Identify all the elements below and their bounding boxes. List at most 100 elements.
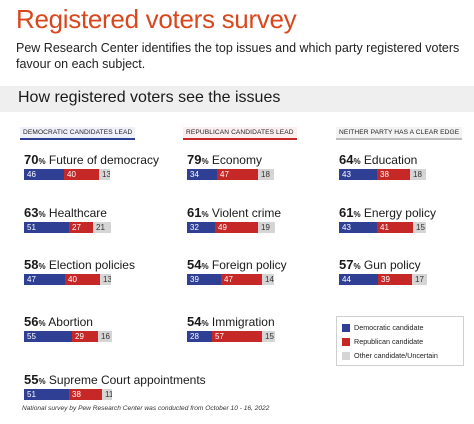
percent-sign: % [201, 319, 209, 328]
importance-value: 56 [24, 314, 39, 329]
bar-segment-republican: 40 [64, 169, 99, 180]
issue-item: 61% Violent crime 32 49 19 [187, 205, 281, 233]
bar-segment-other: 16 [98, 331, 112, 342]
legend-swatch-other [342, 351, 350, 360]
legend-swatch-democratic [342, 323, 350, 332]
percent-sign: % [201, 210, 209, 219]
bar-segment-other: 15 [413, 222, 426, 233]
percent-sign: % [353, 262, 361, 271]
bar-segment-other: 13 [100, 274, 111, 285]
issue-heading: 57% Gun policy [339, 257, 421, 273]
percent-sign: % [38, 377, 46, 386]
bar-segment-democratic: 32 [187, 222, 215, 233]
issue-item: 55% Supreme Court appointments 51 38 11 [24, 372, 206, 400]
issue-label: Energy policy [360, 206, 436, 220]
legend-swatch-republican [342, 337, 350, 346]
bar-segment-other: 13 [99, 169, 110, 180]
issue-heading: 61% Energy policy [339, 205, 436, 221]
group-label-neither: NEITHER PARTY HAS A CLEAR EDGE [336, 127, 463, 140]
issue-heading: 54% Foreign policy [187, 257, 287, 273]
issue-label: Immigration [208, 315, 275, 329]
issue-item: 79% Economy 34 47 18 [187, 152, 274, 180]
stacked-bar: 47 40 13 [24, 274, 135, 285]
issue-item: 58% Election policies 47 40 13 [24, 257, 135, 285]
stacked-bar: 55 29 16 [24, 331, 112, 342]
bar-segment-republican: 38 [377, 169, 410, 180]
bar-segment-democratic: 47 [24, 274, 65, 285]
bar-segment-other: 21 [93, 222, 111, 233]
issue-item: 63% Healthcare 51 27 21 [24, 205, 111, 233]
issue-label: Election policies [45, 258, 135, 272]
legend-item-other: Other candidate/Uncertain [342, 351, 438, 361]
bar-segment-republican: 29 [72, 331, 98, 342]
bar-segment-democratic: 43 [339, 169, 377, 180]
importance-value: 61 [339, 205, 354, 220]
legend-label-democratic: Democratic candidate [354, 323, 424, 332]
issue-heading: 63% Healthcare [24, 205, 107, 221]
percent-sign: % [38, 157, 46, 166]
bar-segment-democratic: 28 [187, 331, 212, 342]
bar-segment-democratic: 46 [24, 169, 64, 180]
issue-label: Supreme Court appointments [45, 373, 206, 387]
bar-segment-republican: 40 [65, 274, 100, 285]
bar-segment-republican: 38 [69, 389, 102, 400]
issue-heading: 70% Future of democracy [24, 152, 159, 168]
bar-segment-republican: 57 [212, 331, 262, 342]
bar-segment-other: 11 [102, 389, 112, 400]
stacked-bar: 32 49 19 [187, 222, 281, 233]
bar-segment-republican: 27 [69, 222, 93, 233]
percent-sign: % [38, 262, 46, 271]
issue-item: 57% Gun policy 44 39 17 [339, 257, 427, 285]
importance-value: 54 [187, 257, 202, 272]
legend-item-democratic: Democratic candidate [342, 323, 424, 333]
bar-segment-other: 17 [412, 274, 427, 285]
issue-label: Foreign policy [208, 258, 287, 272]
importance-value: 58 [24, 257, 39, 272]
page-title: Registered voters survey [16, 4, 297, 34]
bar-segment-republican: 41 [377, 222, 413, 233]
issue-label: Education [360, 153, 418, 167]
bar-segment-democratic: 55 [24, 331, 72, 342]
issue-item: 61% Energy policy 43 41 15 [339, 205, 436, 233]
issue-label: Economy [208, 153, 262, 167]
issue-heading: 56% Abortion [24, 314, 93, 330]
stacked-bar: 39 47 14 [187, 274, 287, 285]
issue-label: Gun policy [360, 258, 421, 272]
issue-item: 56% Abortion 55 29 16 [24, 314, 112, 342]
importance-value: 63 [24, 205, 39, 220]
legend-label-other: Other candidate/Uncertain [354, 351, 438, 360]
issue-heading: 61% Violent crime [187, 205, 281, 221]
issue-heading: 58% Election policies [24, 257, 135, 273]
issue-item: 54% Foreign policy 39 47 14 [187, 257, 287, 285]
bar-segment-democratic: 34 [187, 169, 217, 180]
bar-segment-republican: 47 [221, 274, 262, 285]
issue-heading: 64% Education [339, 152, 417, 168]
issue-label: Future of democracy [45, 153, 159, 167]
issue-item: 70% Future of democracy 46 40 13 [24, 152, 159, 180]
footnote: National survey by Pew Research Center w… [22, 405, 270, 412]
stacked-bar: 44 39 17 [339, 274, 427, 285]
group-label-democratic: DEMOCRATIC CANDIDATES LEAD [20, 127, 136, 140]
importance-value: 64 [339, 152, 354, 167]
importance-value: 61 [187, 205, 202, 220]
importance-value: 70 [24, 152, 39, 167]
importance-value: 57 [339, 257, 354, 272]
legend: Democratic candidate Republican candidat… [336, 316, 464, 366]
percent-sign: % [38, 210, 46, 219]
bar-segment-other: 15 [262, 331, 275, 342]
importance-value: 79 [187, 152, 202, 167]
importance-value: 54 [187, 314, 202, 329]
percent-sign: % [38, 319, 46, 328]
bar-segment-democratic: 51 [24, 222, 69, 233]
issue-label: Healthcare [45, 206, 107, 220]
stacked-bar: 28 57 15 [187, 331, 275, 342]
stacked-bar: 43 38 18 [339, 169, 426, 180]
bar-segment-other: 19 [258, 222, 275, 233]
bar-segment-other: 18 [258, 169, 274, 180]
percent-sign: % [353, 157, 361, 166]
bar-segment-republican: 39 [378, 274, 412, 285]
bar-segment-other: 18 [410, 169, 426, 180]
section-title: How registered voters see the issues [18, 89, 281, 106]
percent-sign: % [201, 157, 209, 166]
stacked-bar: 46 40 13 [24, 169, 159, 180]
